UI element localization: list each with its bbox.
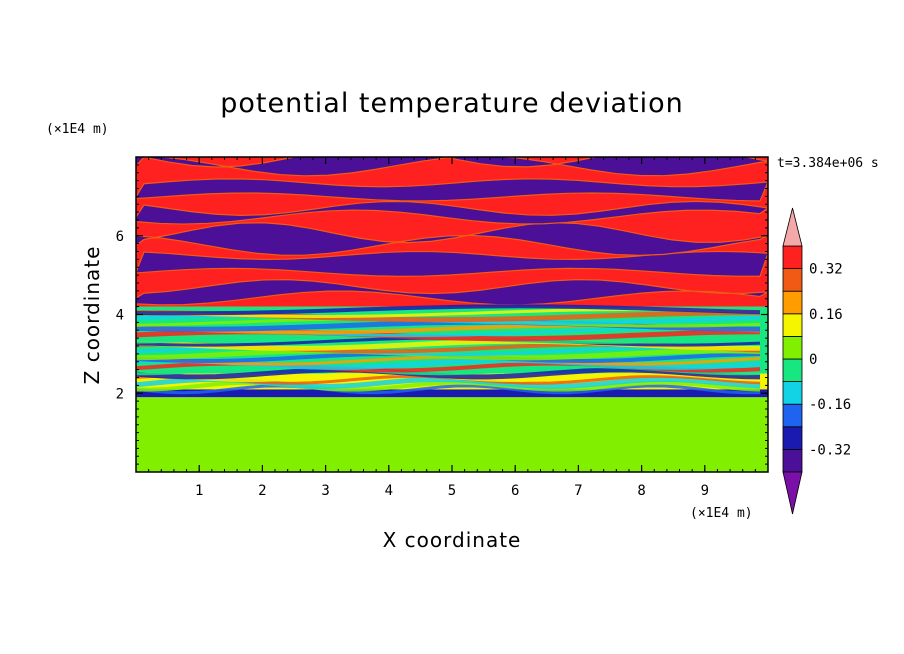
data-band-1 (136, 389, 768, 398)
colorbar-min-arrow (782, 471, 803, 515)
y-scale-note: (×1E4 m) (46, 122, 109, 137)
colorbar-label: 0.32 (809, 262, 843, 278)
colorbar-segment (782, 381, 803, 405)
colorbar: 0.32 0.16 0 -0.16 -0.32 (782, 207, 851, 515)
x-scale-note: (×1E4 m) (690, 506, 753, 521)
colorbar-segment (782, 426, 803, 450)
y-axis: 2 4 6 (116, 164, 768, 465)
patch-texture (180, 436, 244, 461)
strata-texture (136, 222, 768, 256)
chart-title: potential temperature deviation (220, 88, 683, 119)
colorbar-segment (782, 403, 803, 428)
colorbar-label: -0.32 (809, 442, 851, 458)
x-tick-label: 8 (637, 483, 645, 499)
y-axis-label: Z coordinate (80, 246, 104, 385)
x-tick-label: 7 (574, 483, 582, 499)
colorbar-label: 0.16 (809, 307, 843, 323)
colorbar-segment (782, 335, 803, 360)
x-tick-label: 2 (258, 483, 266, 499)
x-tick-label: 6 (511, 483, 519, 499)
patch-texture (414, 416, 490, 437)
colorbar-segment (782, 245, 803, 270)
x-tick-label: 9 (701, 483, 709, 499)
strata-texture (136, 157, 768, 177)
patch-texture (259, 405, 317, 417)
strata-texture (136, 200, 768, 225)
colorbar-segment (782, 290, 803, 315)
x-tick-label: 1 (195, 483, 203, 499)
strata-texture (136, 178, 768, 202)
x-tick-label: 4 (385, 483, 393, 499)
y-tick-label: 2 (116, 386, 124, 402)
x-tick-label: 5 (448, 483, 456, 499)
plot-fill (136, 157, 768, 472)
x-axis: 1 2 3 4 5 6 7 8 9 (148, 157, 769, 499)
time-label: t=3.384e+06 s (777, 156, 879, 171)
strata-texture (136, 279, 768, 306)
y-tick-label: 6 (116, 229, 124, 245)
colorbar-segment (782, 268, 803, 292)
colorbar-segment (782, 358, 803, 383)
y-tick-label: 4 (116, 308, 124, 324)
colorbar-segment (782, 448, 803, 473)
colorbar-label: -0.16 (809, 397, 851, 413)
colorbar-segment (782, 313, 803, 337)
colorbar-max-arrow (782, 207, 803, 247)
patch-texture (287, 416, 377, 453)
turbulence-texture (136, 384, 761, 395)
x-tick-label: 3 (321, 483, 329, 499)
patch-texture (676, 412, 734, 433)
strata-texture (136, 250, 768, 277)
x-axis-label: X coordinate (383, 528, 522, 552)
colorbar-label: 0 (809, 352, 817, 368)
turbulence-texture (136, 304, 761, 316)
patch-texture (540, 424, 642, 457)
